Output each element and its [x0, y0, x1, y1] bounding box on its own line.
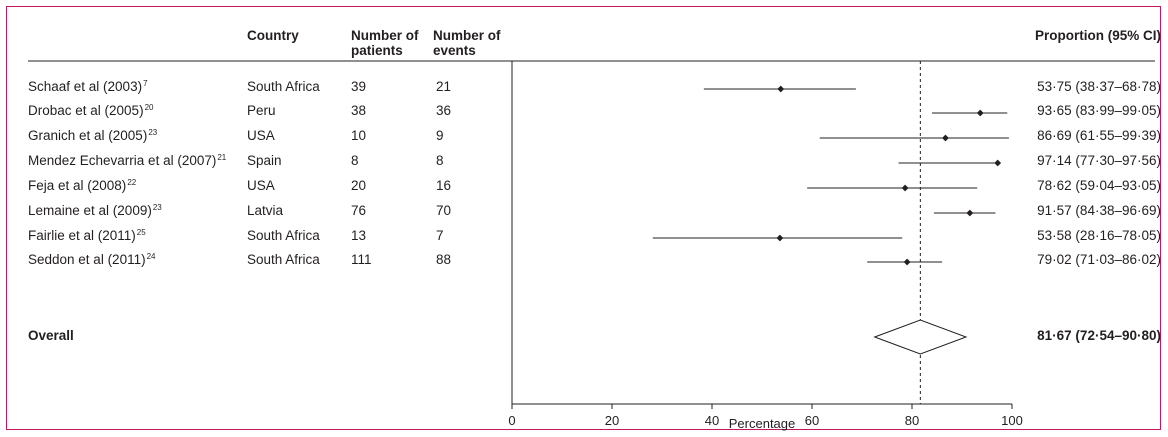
- patients-cell: 13: [351, 228, 367, 243]
- study-name: Granich et al (2005)23: [28, 128, 157, 143]
- ci-text-cell: 79·02 (71·03–86·02): [1037, 252, 1161, 267]
- study-name-text: Mendez Echevarria et al (2007): [28, 153, 217, 168]
- study-name-text: Granich et al (2005): [28, 128, 148, 143]
- study-name: Mendez Echevarria et al (2007)21: [28, 153, 226, 168]
- study-reference: 22: [127, 178, 137, 187]
- ci-text-cell: 86·69 (61·55–99·39): [1037, 128, 1161, 143]
- study-name: Schaaf et al (2003)7: [28, 79, 148, 94]
- x-tick-label: 40: [705, 413, 719, 428]
- x-tick-label: 0: [508, 413, 515, 428]
- point-estimate: [994, 159, 1002, 167]
- study-name-text: Schaaf et al (2003): [28, 79, 143, 94]
- events-cell: 8: [436, 153, 444, 168]
- events-cell: 9: [436, 128, 444, 143]
- events-cell: 21: [436, 79, 452, 94]
- header-patients: Number of patients: [351, 28, 419, 58]
- study-reference: 20: [144, 103, 154, 112]
- figure-frame: [6, 6, 1161, 430]
- country-cell: South Africa: [247, 228, 320, 243]
- study-name: Fairlie et al (2011)25: [28, 228, 146, 243]
- patients-cell: 20: [351, 178, 367, 193]
- point-estimate: [966, 209, 974, 217]
- patients-cell: 38: [351, 103, 367, 118]
- ci-text-cell: 53·58 (28·16–78·05): [1037, 228, 1161, 243]
- x-tick-label: 60: [805, 413, 819, 428]
- country-cell: Peru: [247, 103, 276, 118]
- events-cell: 7: [436, 228, 444, 243]
- study-name-text: Drobac et al (2005): [28, 103, 144, 118]
- header-events: Number of events: [433, 28, 501, 58]
- study-name: Lemaine et al (2009)23: [28, 203, 162, 218]
- country-cell: Latvia: [247, 203, 284, 218]
- events-cell: 16: [436, 178, 452, 193]
- country-cell: South Africa: [247, 252, 320, 267]
- study-name-text: Lemaine et al (2009): [28, 203, 152, 218]
- study-name-text: Seddon et al (2011): [28, 252, 146, 267]
- study-name: Seddon et al (2011)24: [28, 252, 156, 267]
- country-cell: South Africa: [247, 79, 320, 94]
- study-name-text: Fairlie et al (2011): [28, 228, 136, 243]
- events-cell: 36: [436, 103, 452, 118]
- point-estimate: [776, 234, 784, 242]
- study-reference: 21: [217, 153, 227, 162]
- header-events-line1: Number of: [433, 28, 501, 43]
- ci-text-cell: 97·14 (77·30–97·56): [1037, 153, 1161, 168]
- study-reference: 24: [146, 252, 156, 261]
- overall-label: Overall: [28, 328, 74, 343]
- study-name-text: Feja et al (2008): [28, 178, 127, 193]
- header-ci: Proportion (95% CI): [1034, 28, 1161, 43]
- header-events-line2: events: [433, 43, 476, 58]
- x-tick-label: 80: [905, 413, 919, 428]
- overall-diamond: [873, 319, 968, 355]
- header-patients-line2: patients: [351, 43, 403, 58]
- header-patients-line1: Number of: [351, 28, 419, 43]
- point-estimate: [976, 109, 984, 117]
- country-cell: Spain: [247, 153, 282, 168]
- patients-cell: 10: [351, 128, 367, 143]
- x-tick-label: 100: [1001, 413, 1023, 428]
- study-reference: 7: [143, 79, 148, 88]
- x-tick-label: 20: [605, 413, 619, 428]
- study-reference: 23: [152, 203, 162, 212]
- patients-cell: 111: [351, 252, 372, 267]
- study-reference: 23: [148, 128, 158, 137]
- header-country: Country: [247, 28, 299, 43]
- point-estimate: [942, 134, 949, 142]
- events-cell: 70: [436, 203, 452, 218]
- patients-cell: 76: [351, 203, 367, 218]
- study-name: Drobac et al (2005)20: [28, 103, 153, 118]
- ci-text-cell: 53·75 (38·37–68·78): [1037, 79, 1161, 94]
- study-name: Feja et al (2008)22: [28, 178, 136, 193]
- country-cell: USA: [247, 178, 275, 193]
- point-estimate: [903, 258, 911, 266]
- patients-cell: 8: [351, 153, 359, 168]
- ci-text-cell: 91·57 (84·38–96·69): [1037, 203, 1161, 218]
- point-estimate: [901, 184, 909, 192]
- events-cell: 88: [436, 252, 452, 267]
- country-cell: USA: [247, 128, 275, 143]
- ci-text-cell: 78·62 (59·04–93·05): [1037, 178, 1161, 193]
- point-estimate: [777, 85, 785, 93]
- patients-cell: 39: [351, 79, 367, 94]
- overall-ci-text: 81·67 (72·54–90·80): [1037, 328, 1161, 343]
- ci-text-cell: 93·65 (83·99–99·05): [1037, 103, 1161, 118]
- study-reference: 25: [136, 228, 146, 237]
- x-axis-label: Percentage: [729, 416, 796, 431]
